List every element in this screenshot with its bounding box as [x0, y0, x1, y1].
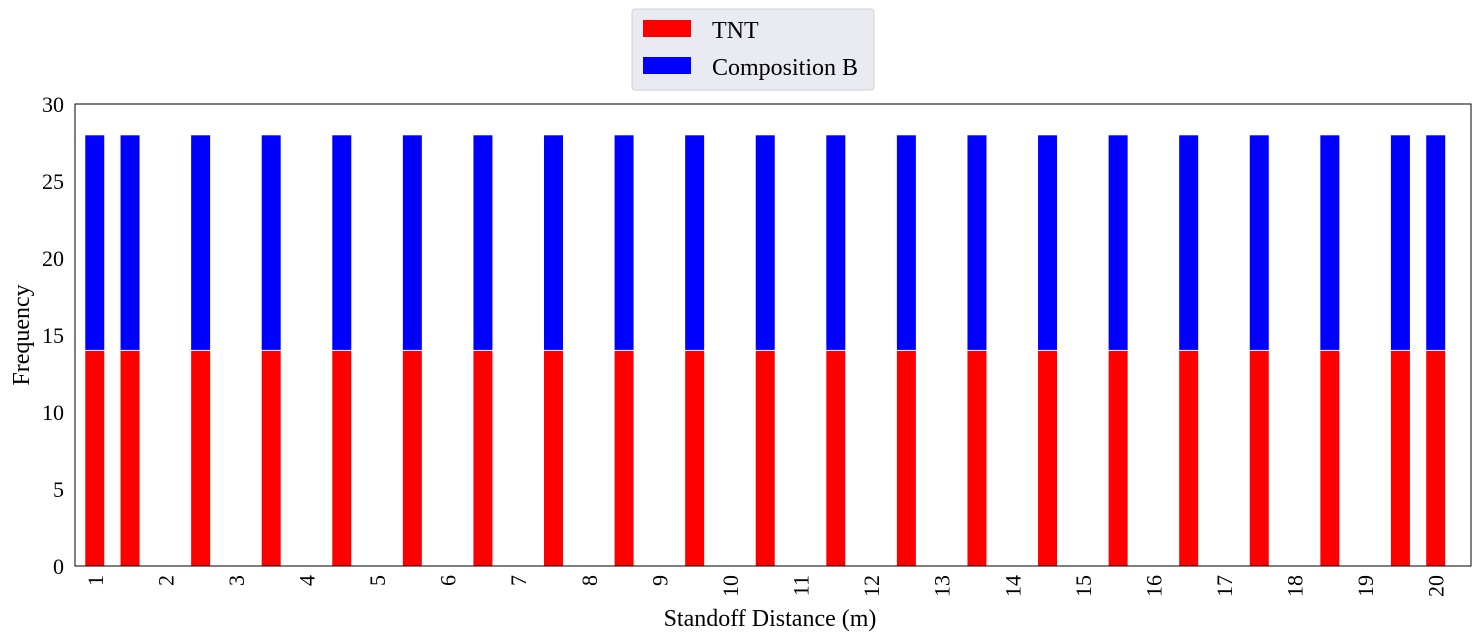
bar-composition-b-11: [754, 134, 776, 351]
bar-tnt-6: [401, 349, 423, 567]
bar-tnt-13: [895, 349, 917, 567]
bar-tnt-9: [613, 349, 635, 567]
bar-tnt-10: [684, 349, 706, 567]
x-tick-label-12: 12: [859, 575, 884, 597]
x-tick-label-5: 5: [365, 575, 390, 586]
bar-composition-b-18: [1248, 134, 1270, 351]
bar-composition-b-3: [190, 134, 212, 351]
x-tick-label-14: 14: [1000, 575, 1025, 597]
y-tick-label-20: 20: [42, 246, 64, 271]
x-tick-label-11: 11: [789, 575, 814, 596]
bar-tnt-5: [331, 349, 353, 567]
y-tick-label-25: 25: [42, 169, 64, 194]
bar-composition-b-8: [543, 134, 565, 351]
x-tick-label-3: 3: [224, 575, 249, 586]
x-tick-label-13: 13: [930, 575, 955, 597]
legend-swatch-composition-b: [643, 57, 691, 74]
x-tick-label-8: 8: [577, 575, 602, 586]
plot-frame: [74, 103, 1472, 567]
x-tick-label-7: 7: [506, 575, 531, 586]
bar-tnt-3: [190, 349, 212, 567]
y-tick-label-30: 30: [42, 92, 64, 117]
legend-label-composition-b: Composition B: [712, 55, 858, 81]
x-tick-label-17: 17: [1212, 575, 1237, 597]
x-tick-label-9: 9: [647, 575, 672, 586]
bar-tnt-4: [260, 349, 282, 567]
x-tick-label-6: 6: [436, 575, 461, 586]
bar-composition-b-21: [1425, 134, 1447, 351]
bar-composition-b-2: [119, 134, 141, 351]
bar-composition-b-14: [966, 134, 988, 351]
x-axis-ticks: 1 2 3 4 5 6 7 8 9 10 11 12 13 14 15 16 17 18 19 20: [83, 575, 1449, 597]
bars-layer: [84, 134, 1447, 567]
y-tick-label-15: 15: [42, 323, 64, 348]
x-axis-label: Standoff Distance (m): [664, 606, 877, 632]
y-tick-label-10: 10: [42, 400, 64, 425]
bar-composition-b-12: [825, 134, 847, 351]
bar-tnt-7: [472, 349, 494, 567]
bar-tnt-8: [543, 349, 565, 567]
legend-swatch-tnt: [643, 20, 691, 37]
bar-composition-b-20: [1389, 134, 1411, 351]
bar-tnt-1: [84, 349, 106, 567]
bar-tnt-15: [1037, 349, 1059, 567]
x-tick-label-16: 16: [1141, 575, 1166, 597]
x-tick-label-19: 19: [1353, 575, 1378, 597]
bar-composition-b-6: [401, 134, 423, 351]
bar-composition-b-1: [84, 134, 106, 351]
bar-tnt-16: [1107, 349, 1129, 567]
bar-tnt-21: [1425, 349, 1447, 567]
bar-tnt-17: [1178, 349, 1200, 567]
bar-composition-b-13: [895, 134, 917, 351]
x-tick-label-4: 4: [294, 575, 319, 586]
x-tick-label-2: 2: [153, 575, 178, 586]
bar-composition-b-4: [260, 134, 282, 351]
bar-tnt-20: [1389, 349, 1411, 567]
bar-tnt-2: [119, 349, 141, 567]
bar-composition-b-16: [1107, 134, 1129, 351]
bar-composition-b-10: [684, 134, 706, 351]
x-tick-label-20: 20: [1424, 575, 1449, 597]
bar-tnt-18: [1248, 349, 1270, 567]
bar-composition-b-9: [613, 134, 635, 351]
x-tick-label-1: 1: [83, 575, 108, 586]
bar-tnt-12: [825, 349, 847, 567]
legend-box: [631, 8, 875, 91]
y-axis-label: Frequency: [9, 284, 35, 385]
legend: TNT Composition B: [631, 8, 875, 91]
bar-tnt-19: [1319, 349, 1341, 567]
y-axis-ticks: 0 5 10 15 20 25 30: [42, 92, 64, 579]
x-tick-label-15: 15: [1071, 575, 1096, 597]
bar-composition-b-7: [472, 134, 494, 351]
bar-tnt-11: [754, 349, 776, 567]
bar-tnt-14: [966, 349, 988, 567]
x-tick-label-18: 18: [1283, 575, 1308, 597]
y-tick-label-5: 5: [53, 477, 64, 502]
bar-composition-b-5: [331, 134, 353, 351]
bar-composition-b-17: [1178, 134, 1200, 351]
bar-composition-b-15: [1037, 134, 1059, 351]
x-tick-label-10: 10: [718, 575, 743, 597]
bar-composition-b-19: [1319, 134, 1341, 351]
legend-label-tnt: TNT: [712, 18, 759, 44]
y-tick-label-0: 0: [53, 554, 64, 579]
